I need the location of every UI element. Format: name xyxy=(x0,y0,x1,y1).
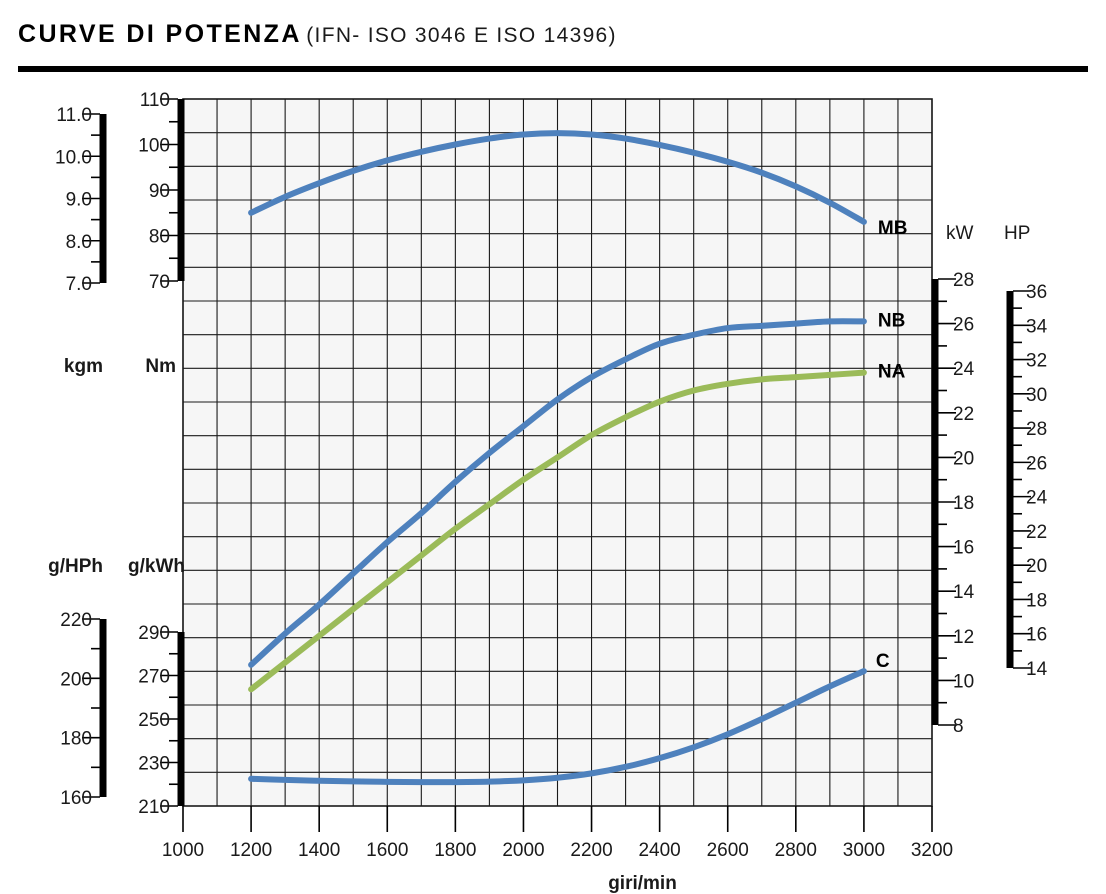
axis-tick-label: 20 xyxy=(953,448,974,469)
title-main: CURVE DI POTENZA xyxy=(18,20,302,48)
axis-tick-label: 70 xyxy=(149,272,170,293)
x-tick-label: 1800 xyxy=(434,840,476,861)
curve-labels: MB NB NA C xyxy=(876,218,908,672)
power-curve-chart: 7.0 8.0 9.0 10.0 11.0 70 80 90 100 110 160 180 200 22… xyxy=(0,74,1106,894)
curve-label-NA: NA xyxy=(878,362,906,383)
title-subtitle: (IFN- ISO 3046 E ISO 14396) xyxy=(306,24,617,47)
axis-name-Nm: Nm xyxy=(145,356,176,377)
axis-tick-label: 14 xyxy=(1026,659,1048,680)
axis-tick-label: 26 xyxy=(953,315,974,336)
axis-tick-label: 16 xyxy=(953,538,974,559)
axis-tick-label: 32 xyxy=(1026,351,1047,372)
axis-name-HP: HP xyxy=(1004,223,1030,244)
axis-names: kgm Nm g/HPh g/kWh kW HP xyxy=(48,223,1030,577)
curve-NB xyxy=(248,318,867,668)
axis-tick-label: 24 xyxy=(1026,488,1048,509)
axis-tick-label: 270 xyxy=(138,667,170,688)
x-tick-label: 1400 xyxy=(298,840,340,861)
x-tick-label: 2600 xyxy=(707,840,749,861)
axis-tick-label: 110 xyxy=(140,90,170,111)
axis-tick-label: 11.0 xyxy=(56,105,92,126)
axis-gHPh: 160 180 200 220 xyxy=(60,610,107,809)
axis-kW: 8 10 12 14 16 18 20 22 24 26 28 xyxy=(931,270,975,737)
x-tick-label: 2200 xyxy=(570,840,612,861)
x-tick-label: 3200 xyxy=(911,840,953,861)
page-title: CURVE DI POTENZA (IFN- ISO 3046 E ISO 14… xyxy=(18,20,617,49)
axis-name-kgm: kgm xyxy=(64,356,103,377)
x-tick-label: 2800 xyxy=(775,840,817,861)
axis-tick-label: 34 xyxy=(1026,316,1048,337)
axis-tick-label: 10 xyxy=(953,671,974,692)
value-axes: 7.0 8.0 9.0 10.0 11.0 70 80 90 100 110 160 180 200 22… xyxy=(55,90,1048,818)
axis-tick-label: 180 xyxy=(60,729,92,750)
chart-svg: 7.0 8.0 9.0 10.0 11.0 70 80 90 100 110 160 180 200 22… xyxy=(48,90,1048,894)
x-tick-label: 1000 xyxy=(162,840,204,861)
curve-lines xyxy=(248,130,867,786)
axis-tick-label: 24 xyxy=(953,359,975,380)
curve-C xyxy=(248,668,867,786)
axis-tick-label: 26 xyxy=(1026,453,1047,474)
axis-tick-label: 14 xyxy=(953,582,975,603)
axis-tick-label: 90 xyxy=(149,181,170,202)
x-tick-label: 1600 xyxy=(366,840,408,861)
axis-name-gkWh: g/kWh xyxy=(128,556,185,577)
curve-label-MB: MB xyxy=(878,218,908,239)
curve-label-C: C xyxy=(876,651,890,672)
axis-tick-label: 200 xyxy=(60,669,92,690)
x-tick-label: 3000 xyxy=(843,840,885,861)
axis-gkWh: 210 230 250 270 290 xyxy=(138,623,185,818)
axis-tick-label: 22 xyxy=(953,404,974,425)
axis-name-kW: kW xyxy=(946,223,974,244)
x-axis: 1000 1200 1400 1600 1800 2000 2200 2400 2600 2800… xyxy=(162,806,953,894)
axis-tick-label: 36 xyxy=(1026,282,1047,303)
axis-tick-label: 250 xyxy=(138,710,170,731)
page-header: CURVE DI POTENZA (IFN- ISO 3046 E ISO 14… xyxy=(0,0,1106,74)
x-axis-title: giri/min xyxy=(608,873,677,894)
x-tick-label: 2400 xyxy=(638,840,680,861)
axis-tick-label: 28 xyxy=(1026,419,1047,440)
x-tick-label: 2000 xyxy=(502,840,544,861)
axis-HP: 14 16 18 20 22 24 26 28 30 32 34 36 xyxy=(1006,282,1048,680)
axis-tick-label: 22 xyxy=(1026,522,1047,543)
axis-tick-label: 9.0 xyxy=(66,190,92,211)
axis-tick-label: 8.0 xyxy=(66,232,92,253)
axis-tick-label: 80 xyxy=(149,227,170,248)
axis-tick-label: 28 xyxy=(953,270,974,291)
axis-tick-label: 8 xyxy=(953,716,964,737)
axis-tick-label: 100 xyxy=(138,136,170,157)
axis-name-gHPh: g/HPh xyxy=(48,556,103,577)
x-tick-label: 1200 xyxy=(230,840,272,861)
axis-tick-label: 290 xyxy=(138,623,170,644)
axis-tick-label: 16 xyxy=(1026,625,1047,646)
axis-tick-label: 7.0 xyxy=(66,274,92,295)
axis-tick-label: 18 xyxy=(953,493,974,514)
axis-tick-label: 160 xyxy=(60,788,92,809)
axis-tick-label: 230 xyxy=(138,754,170,775)
axis-tick-label: 210 xyxy=(138,797,170,818)
axis-Nm: 70 80 90 100 110 xyxy=(138,90,185,293)
title-divider xyxy=(18,66,1088,72)
curve-MB xyxy=(248,130,867,225)
axis-tick-label: 10.0 xyxy=(55,147,92,168)
axis-tick-label: 18 xyxy=(1026,590,1047,611)
curve-NA xyxy=(248,369,867,693)
axis-tick-label: 220 xyxy=(60,610,92,631)
curve-label-NB: NB xyxy=(878,310,905,331)
axis-tick-label: 20 xyxy=(1026,556,1047,577)
axis-tick-label: 12 xyxy=(953,627,974,648)
axis-kgm: 7.0 8.0 9.0 10.0 11.0 xyxy=(55,105,107,295)
axis-tick-label: 30 xyxy=(1026,385,1047,406)
